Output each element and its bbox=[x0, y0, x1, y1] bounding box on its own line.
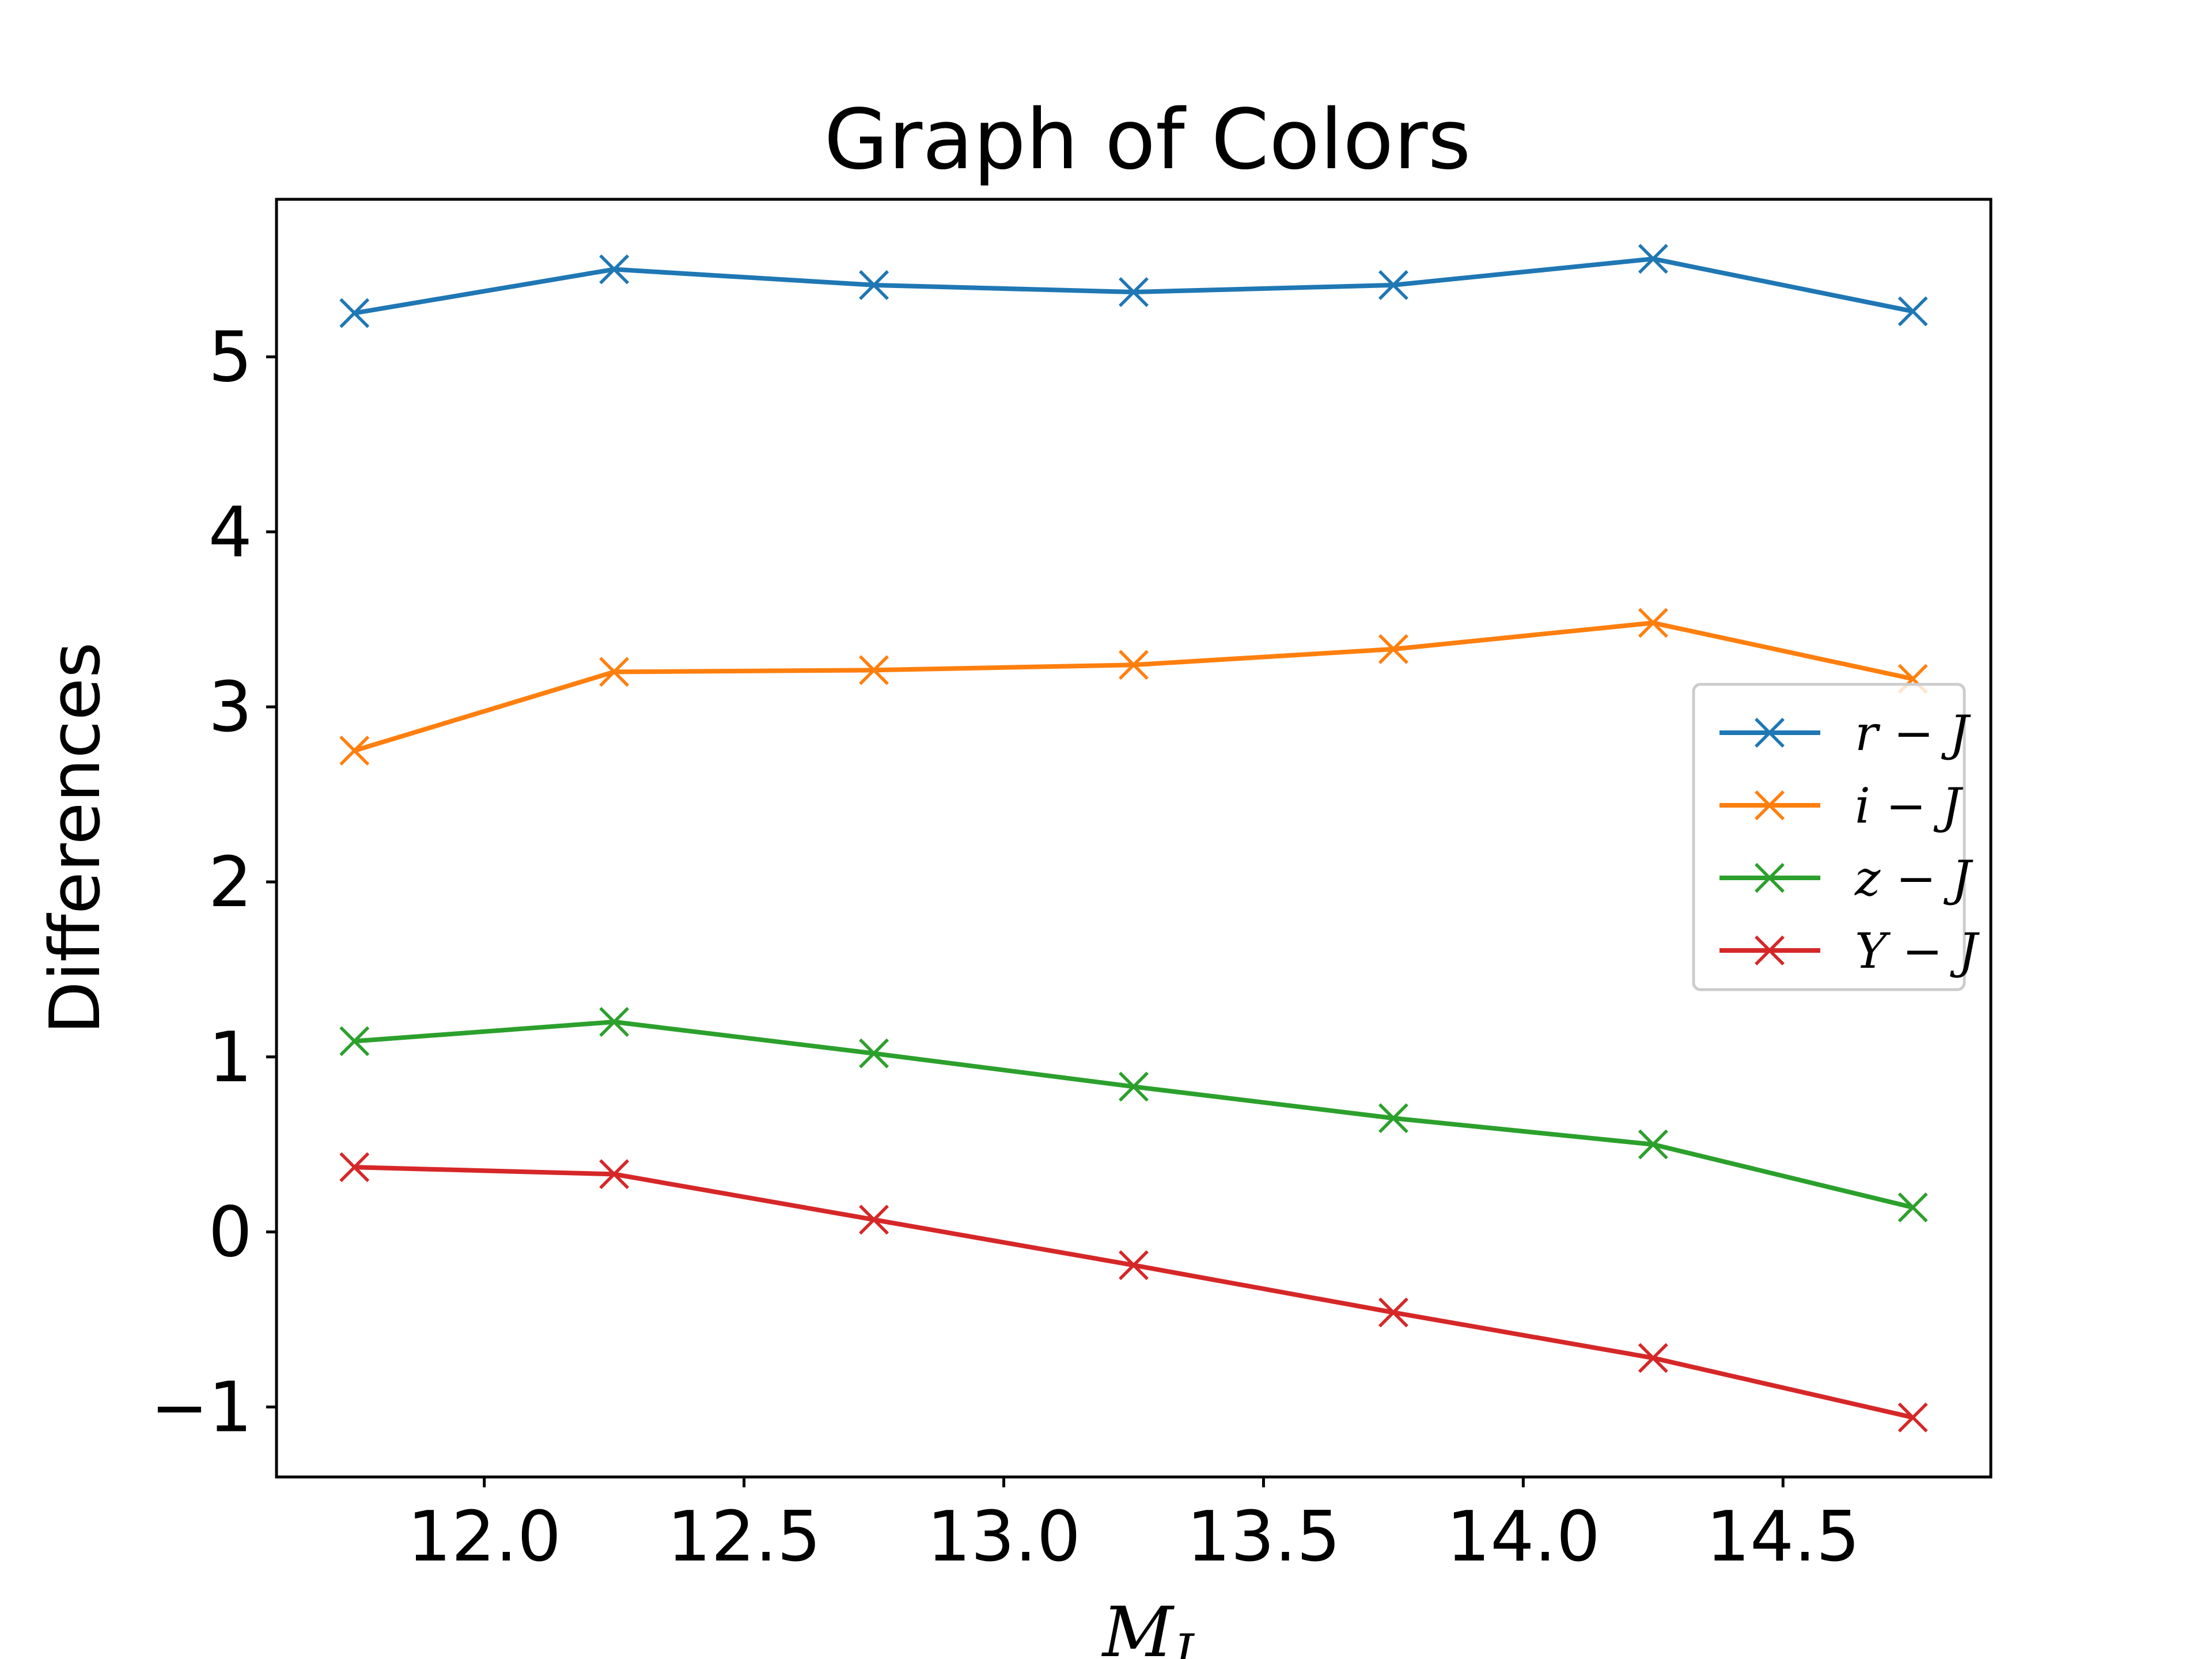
data-point-marker bbox=[599, 657, 630, 687]
data-point-marker bbox=[859, 1038, 889, 1069]
x-axis: 12.0 12.5 13.0 13.5 14.0 14.5 bbox=[407, 1477, 1860, 1577]
x-tick-label: 14.0 bbox=[1446, 1497, 1600, 1577]
legend-item: Y − J bbox=[1719, 923, 1980, 979]
legend-label: r − J bbox=[1855, 705, 1971, 762]
x-tick-label: 13.5 bbox=[1187, 1497, 1340, 1577]
data-point-marker bbox=[859, 655, 889, 685]
data-point-marker bbox=[1638, 608, 1668, 638]
y-axis-label: Differences bbox=[36, 642, 116, 1034]
data-point-marker bbox=[1897, 296, 1928, 327]
x-axis-label: MJ bbox=[1101, 1593, 1195, 1659]
data-point-marker bbox=[1638, 1129, 1668, 1160]
data-point-marker bbox=[1897, 1192, 1928, 1223]
y-tick-label: 0 bbox=[209, 1193, 252, 1273]
x-tick-label: 13.0 bbox=[927, 1497, 1081, 1577]
legend: r − J i − J z − J Y − J bbox=[1692, 683, 1980, 991]
data-point-marker bbox=[339, 736, 370, 766]
legend-item: z − J bbox=[1719, 850, 1974, 907]
x-axis-label-main: M bbox=[1101, 1593, 1175, 1659]
data-point-marker bbox=[339, 1026, 370, 1056]
data-point-marker bbox=[1119, 1250, 1149, 1281]
legend-marker bbox=[1755, 790, 1785, 820]
data-point-marker bbox=[339, 1152, 370, 1183]
y-tick-label: 3 bbox=[209, 668, 252, 748]
legend-marker bbox=[1755, 935, 1785, 965]
y-axis: −1 0 1 2 3 4 5 bbox=[150, 317, 276, 1448]
y-tick-label: 2 bbox=[209, 843, 252, 923]
data-point-marker bbox=[1638, 244, 1668, 274]
data-point-marker bbox=[859, 270, 889, 300]
y-tick-label: 4 bbox=[209, 493, 252, 573]
data-point-marker bbox=[599, 254, 630, 285]
legend-box bbox=[1692, 683, 1966, 991]
data-point-marker bbox=[1378, 1297, 1408, 1328]
legend-label: z − J bbox=[1854, 850, 1974, 907]
x-tick-label: 12.5 bbox=[667, 1497, 821, 1577]
chart-title: Graph of Colors bbox=[824, 91, 1471, 188]
x-tick-label: 12.0 bbox=[407, 1497, 561, 1577]
data-point-marker bbox=[1119, 1071, 1149, 1102]
data-point-marker bbox=[599, 1159, 630, 1190]
legend-marker bbox=[1755, 863, 1785, 893]
series-3 bbox=[339, 1152, 1928, 1433]
series-2 bbox=[339, 1007, 1928, 1223]
data-point-marker bbox=[599, 1007, 630, 1037]
data-point-marker bbox=[1638, 1343, 1668, 1373]
y-tick-label: 5 bbox=[209, 317, 252, 397]
legend-label: i − J bbox=[1855, 778, 1964, 834]
data-point-marker bbox=[1119, 650, 1149, 680]
data-point-marker bbox=[1897, 1402, 1928, 1433]
data-point-marker bbox=[1378, 634, 1408, 664]
plot-area bbox=[275, 198, 1993, 1479]
legend-item: r − J bbox=[1719, 705, 1971, 762]
y-tick-label: −1 bbox=[150, 1368, 252, 1448]
data-point-marker bbox=[1378, 1103, 1408, 1134]
series-layer bbox=[339, 244, 1928, 1433]
y-tick-label: 1 bbox=[209, 1018, 252, 1098]
data-point-marker bbox=[859, 1205, 889, 1235]
legend-item: i − J bbox=[1719, 778, 1964, 834]
series-0 bbox=[339, 244, 1928, 328]
series-1 bbox=[339, 608, 1928, 766]
legend-marker bbox=[1755, 718, 1785, 748]
axes-frame bbox=[275, 198, 1993, 1479]
data-point-marker bbox=[1378, 270, 1408, 300]
data-point-marker bbox=[339, 298, 370, 328]
x-tick-label: 14.5 bbox=[1706, 1497, 1860, 1577]
legend-label: Y − J bbox=[1855, 923, 1980, 979]
data-point-marker bbox=[1119, 277, 1149, 307]
